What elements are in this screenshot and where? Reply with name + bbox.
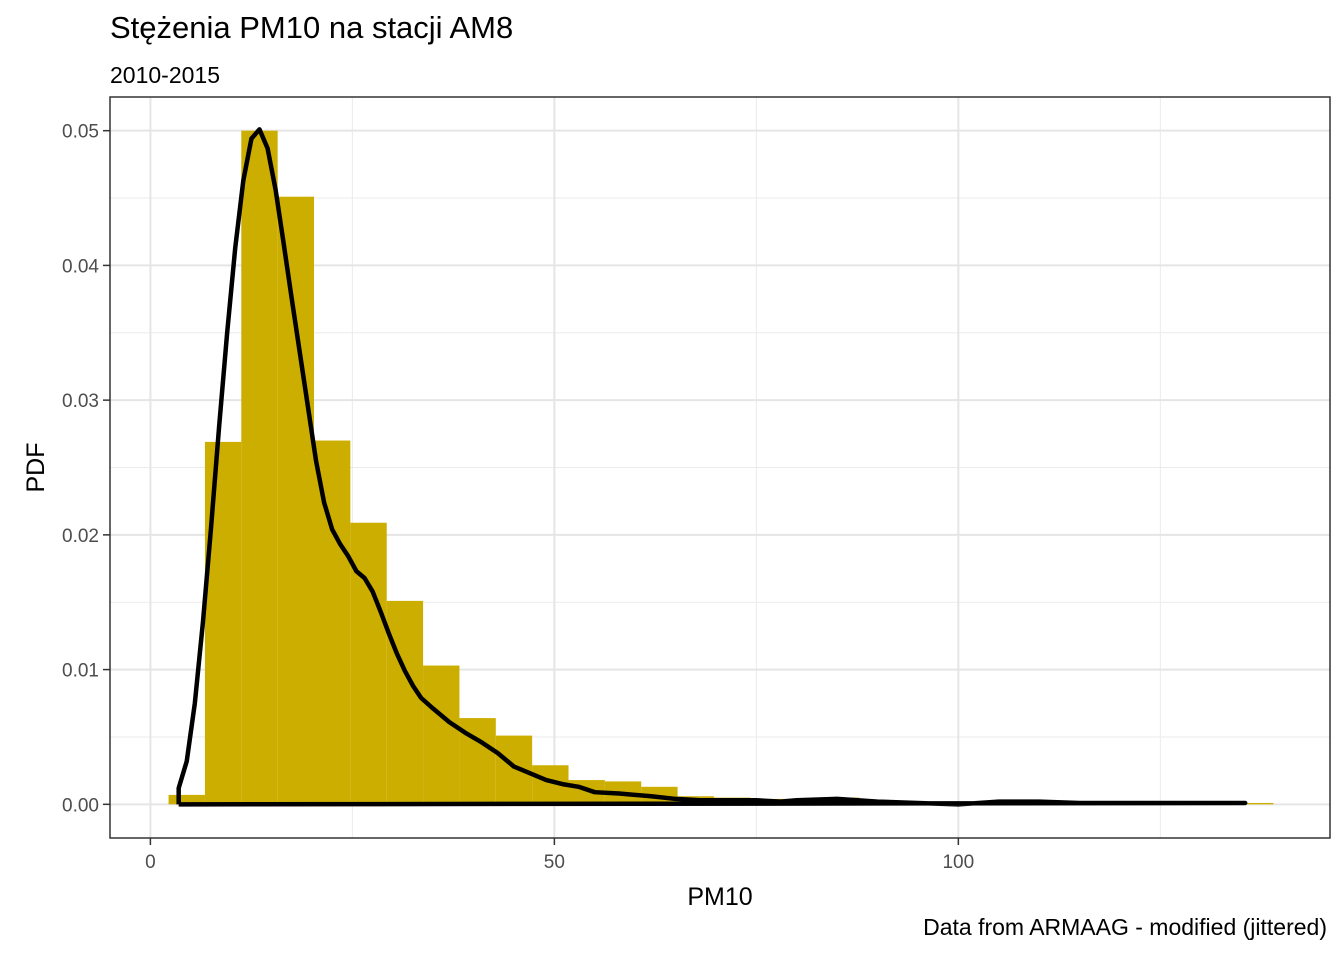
y-tick-label: 0.02 — [62, 526, 99, 547]
y-tick-label: 0.05 — [62, 122, 99, 143]
histogram-bar — [241, 130, 278, 805]
x-tick-label: 0 — [145, 852, 156, 873]
y-axis: 0.00 0.01 0.02 0.03 0.04 0.05 — [62, 122, 110, 816]
x-tick-label: 50 — [544, 852, 565, 873]
panel-border — [109, 96, 1331, 839]
histogram-bar — [314, 440, 351, 805]
histogram-bar — [277, 196, 315, 805]
y-tick-label: 0.00 — [62, 795, 99, 816]
histogram-bar — [204, 441, 242, 805]
y-tick-label: 0.04 — [62, 256, 99, 277]
chart-title: Stężenia PM10 na stacji AM8 — [110, 10, 514, 45]
histogram-bar — [1269, 802, 1274, 805]
density-curve-group — [176, 127, 1248, 807]
y-tick-label: 0.03 — [62, 391, 99, 412]
density-curve — [176, 127, 1248, 807]
histogram-bar — [168, 794, 205, 805]
y-axis-title: PDF — [22, 443, 50, 493]
histogram-bar — [423, 665, 460, 805]
x-axis: 0 50 100 — [145, 838, 974, 873]
histogram-bar — [386, 600, 424, 805]
chart-subtitle: 2010-2015 — [110, 62, 220, 88]
x-axis-title: PM10 — [687, 883, 752, 911]
y-tick-label: 0.01 — [62, 661, 99, 682]
histogram-bar — [350, 522, 387, 805]
chart-caption: Data from ARMAAG - modified (jittered) — [923, 914, 1327, 940]
x-tick-label: 100 — [942, 852, 974, 873]
histogram-bars — [168, 130, 1274, 805]
